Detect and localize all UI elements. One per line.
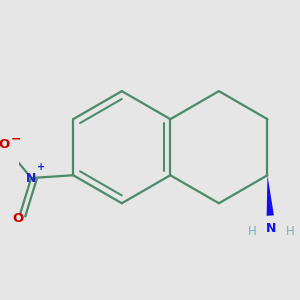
Text: H: H [248,225,257,238]
Text: O: O [0,139,9,152]
Text: N: N [266,222,277,235]
Text: N: N [26,172,36,184]
Text: O: O [12,212,23,226]
Text: −: − [11,133,21,146]
Text: +: + [37,162,45,172]
Text: H: H [286,225,295,238]
Polygon shape [267,175,274,216]
